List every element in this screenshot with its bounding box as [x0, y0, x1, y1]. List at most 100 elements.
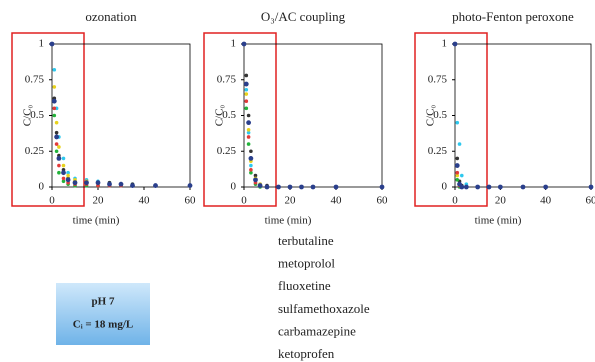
data-point [118, 181, 124, 187]
data-point [52, 113, 57, 118]
data-point [475, 184, 481, 190]
data-point [457, 142, 462, 146]
data-point [276, 184, 281, 190]
highlight-box [203, 32, 277, 207]
x-axis-label: time (min) [475, 215, 522, 227]
data-point [61, 179, 66, 184]
x-tick-label: 0 [452, 195, 458, 207]
data-point [66, 170, 70, 175]
data-point [463, 184, 469, 190]
plot-frame [454, 43, 592, 188]
highlight-box [414, 32, 488, 207]
data-point [520, 184, 526, 190]
data-point [244, 99, 249, 103]
x-axis-label: time (min) [73, 215, 120, 227]
data-point [61, 170, 66, 176]
y-tick-label: 0.5 [30, 109, 44, 121]
data-point [543, 184, 549, 190]
x-tick-label: 60 [586, 195, 595, 207]
data-point [56, 156, 62, 161]
data-point [187, 183, 193, 188]
y-tick-label: 1 [39, 38, 45, 50]
data-point [379, 184, 385, 190]
data-point [52, 67, 57, 72]
data-point [243, 81, 249, 87]
data-point [61, 156, 66, 161]
x-axis-label: time (min) [265, 215, 312, 227]
data-point [459, 184, 465, 190]
data-point [66, 173, 70, 178]
data-point [61, 163, 66, 168]
legend-entry: carbamazepine [278, 323, 356, 338]
y-tick-label: 0.25 [428, 145, 448, 157]
x-tick-label: 60 [377, 195, 389, 207]
note-conc: Cᵢ = 18 mg/L [73, 319, 133, 331]
y-tick-label: 1 [231, 38, 237, 50]
highlight-box [11, 32, 85, 207]
x-tick-label: 40 [139, 195, 151, 207]
data-point [241, 41, 247, 47]
data-point [130, 183, 135, 188]
data-point [455, 156, 460, 161]
data-point [107, 181, 112, 187]
plot-frame [51, 43, 191, 188]
plot-frame [243, 43, 383, 188]
data-point [57, 170, 61, 175]
data-point [455, 173, 460, 178]
data-point [57, 163, 61, 168]
data-point [246, 130, 251, 135]
x-tick-label: 20 [495, 195, 507, 207]
x-tick-label: 20 [93, 195, 105, 207]
legend-entry: ketoprofen [278, 346, 335, 361]
data-point [246, 128, 251, 132]
data-point [246, 135, 251, 139]
data-point [54, 149, 59, 154]
x-tick-label: 40 [331, 195, 343, 207]
data-point [65, 177, 71, 183]
data-point [54, 134, 59, 140]
note-ph: pH 7 [92, 296, 115, 308]
y-tick-label: 0 [231, 181, 237, 193]
data-point [287, 184, 293, 190]
data-point [52, 106, 57, 111]
data-point [72, 180, 78, 186]
y-axis-label: C/C₀ [22, 105, 34, 127]
y-tick-label: 1 [442, 38, 448, 50]
data-point [249, 170, 253, 175]
data-point [588, 184, 594, 190]
data-point [95, 180, 101, 186]
y-tick-label: 0.5 [433, 109, 447, 121]
chart-title: photo-Fenton peroxone [452, 9, 574, 24]
data-point [54, 142, 59, 146]
data-point [84, 180, 89, 186]
x-tick-label: 40 [540, 195, 552, 207]
data-point [455, 170, 460, 175]
data-point [49, 41, 55, 47]
data-point [244, 73, 249, 78]
x-tick-label: 60 [185, 195, 197, 207]
data-point [257, 183, 263, 188]
data-point [244, 87, 249, 92]
data-point [246, 120, 252, 126]
data-point [454, 163, 460, 168]
data-point [61, 176, 66, 181]
y-axis-label: C/C₀ [214, 105, 226, 127]
data-point [54, 120, 59, 125]
legend-entry: fluoxetine [278, 278, 331, 293]
x-tick-label: 20 [285, 195, 297, 207]
data-point [253, 177, 258, 183]
note-box [56, 283, 150, 345]
data-point [460, 173, 464, 178]
chart-title: O₃/AC coupling [261, 9, 346, 24]
data-point [249, 149, 253, 154]
data-point [486, 184, 492, 190]
data-point [244, 106, 249, 111]
legend-entry: metoprolol [278, 256, 335, 271]
y-tick-label: 0.25 [25, 145, 45, 157]
data-point [54, 130, 59, 135]
data-point [253, 173, 258, 178]
y-tick-label: 0.25 [217, 145, 237, 157]
data-point [52, 85, 57, 89]
y-tick-label: 0.75 [428, 73, 448, 85]
